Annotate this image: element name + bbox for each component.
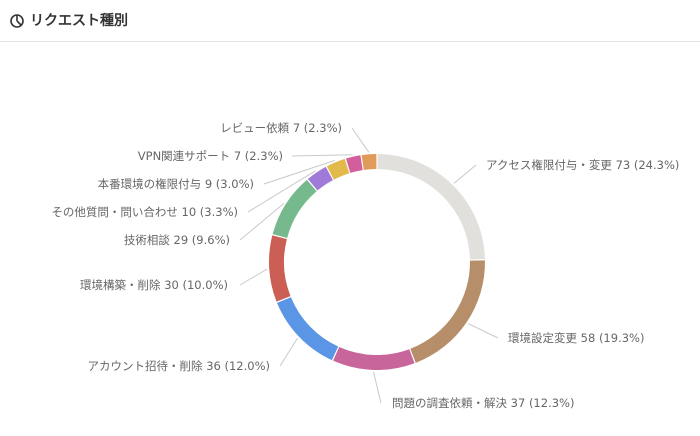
slice-label: 環境設定変更 58 (19.3%) [508, 331, 644, 345]
leader-line [453, 164, 477, 184]
donut-slice[interactable] [345, 155, 363, 173]
leader-line [467, 323, 499, 339]
chart-title: リクエスト種別 [30, 13, 128, 29]
slice-label: 問題の調査依頼・解決 37 (12.3%) [392, 396, 574, 410]
donut-slice[interactable] [410, 260, 485, 363]
leader-line [239, 268, 268, 286]
slice-label: その他質問・問い合わせ 10 (3.3%) [51, 205, 238, 219]
slice-label: レビュー依頼 7 (2.3%) [220, 121, 342, 135]
donut-slice[interactable] [269, 235, 291, 302]
leader-line [373, 371, 382, 404]
donut-slice[interactable] [361, 154, 377, 170]
donut-slice[interactable] [277, 297, 339, 361]
slice-label: 技術相談 29 (9.6%) [124, 233, 230, 247]
donut-slice[interactable] [333, 346, 415, 371]
slice-label: 環境構築・削除 30 (10.0%) [80, 278, 228, 292]
slice-label: 本番環境の権限付与 9 (3.0%) [98, 177, 254, 191]
donut-slice[interactable] [307, 166, 333, 191]
leader-line [247, 170, 316, 213]
leader-line [279, 337, 299, 367]
slice-label: アカウント招待・削除 36 (12.0%) [88, 359, 270, 373]
leader-line [263, 159, 336, 185]
donut-chart: アクセス権限付与・変更 73 (24.3%) 環境設定変更 58 (19.3%) 問… [51, 121, 679, 410]
pie-chart-icon [10, 14, 24, 28]
card-header: リクエスト種別 [0, 0, 700, 42]
donut-slice[interactable] [377, 154, 485, 260]
donut-slice[interactable] [272, 179, 317, 239]
donut-slice[interactable] [326, 158, 350, 180]
slice-label: VPN関連サポート 7 (2.3%) [138, 149, 283, 163]
slice-label: アクセス権限付与・変更 73 (24.3%) [486, 158, 679, 172]
leader-line [239, 202, 285, 241]
leader-line [291, 154, 353, 157]
leader-line [351, 127, 370, 153]
